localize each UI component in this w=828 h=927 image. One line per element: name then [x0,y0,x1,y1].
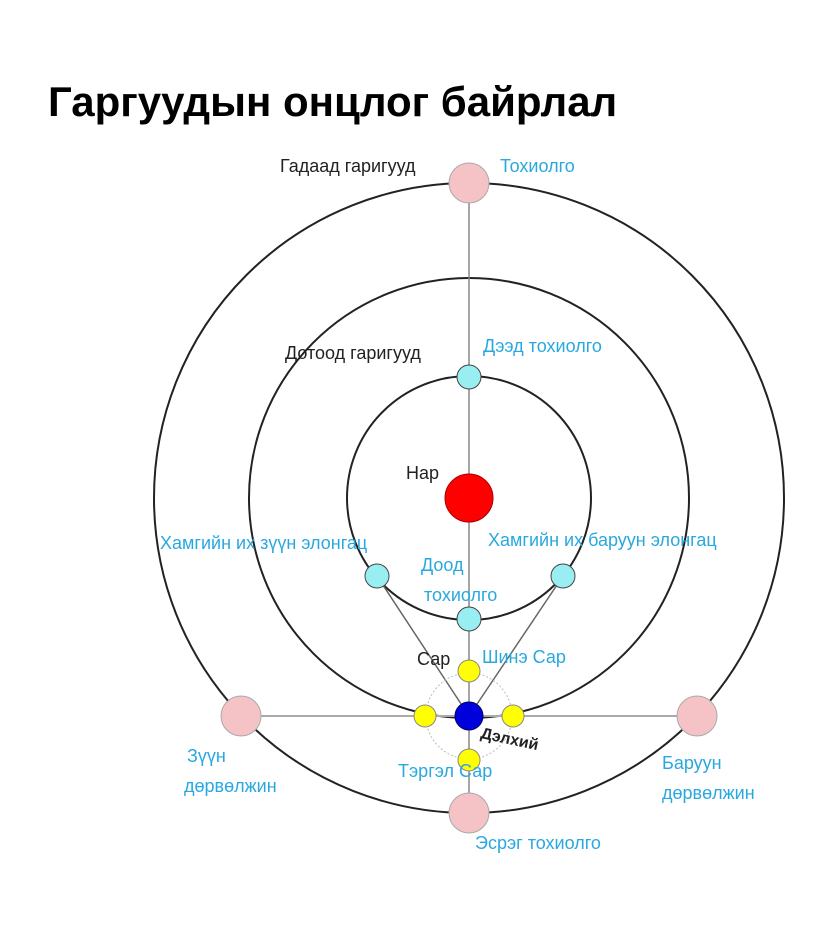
label-west-quadrature-line1: Баруун [662,753,722,773]
elongation-line-east [376,575,470,717]
moon-east [413,704,437,728]
east-quadrature-planet [220,695,262,737]
elongation-line-west [468,575,564,717]
inferior-conjunction-planet [456,606,482,632]
west-elongation-planet [550,563,576,589]
superior-conjunction-planet [456,364,482,390]
label-conjunction: Тохиолго [500,156,575,176]
opposition-planet [448,792,490,834]
west-quadrature-planet [676,695,718,737]
label-sun: Нар [406,463,439,483]
earth [454,701,484,731]
label-inner-planets: Дотоод гаригууд [285,343,421,363]
label-west-quadrature-line2: дөрвөлжин [662,783,755,803]
label-superior-conjunction: Дээд тохиолго [483,336,602,356]
label-east-quadrature-line2: дөрвөлжин [184,776,277,796]
page-title: Гаргуудын онцлог байрлал [48,78,618,125]
label-moon: Сар [417,649,450,669]
conjunction-planet [448,162,490,204]
label-greatest-east-elongation: Хамгийн их зүүн элонгац [160,533,367,553]
label-full-moon: Тэргэл Сар [398,761,492,781]
label-greatest-west-elongation: Хамгийн их баруун элонгац [488,530,717,550]
label-inferior-conjunction-line1: Доод [421,555,464,575]
moon-west [501,704,525,728]
label-opposition: Эсрэг тохиолго [475,833,601,853]
sun [444,473,494,523]
east-elongation-planet [364,563,390,589]
label-outer-planets: Гадаад гаригууд [280,156,416,176]
label-new-moon: Шинэ Сар [482,647,566,667]
label-east-quadrature-line1: Зүүн [187,746,226,766]
new-moon [457,659,481,683]
label-inferior-conjunction-line2: тохиолго [424,585,497,605]
full-moon [457,748,481,772]
